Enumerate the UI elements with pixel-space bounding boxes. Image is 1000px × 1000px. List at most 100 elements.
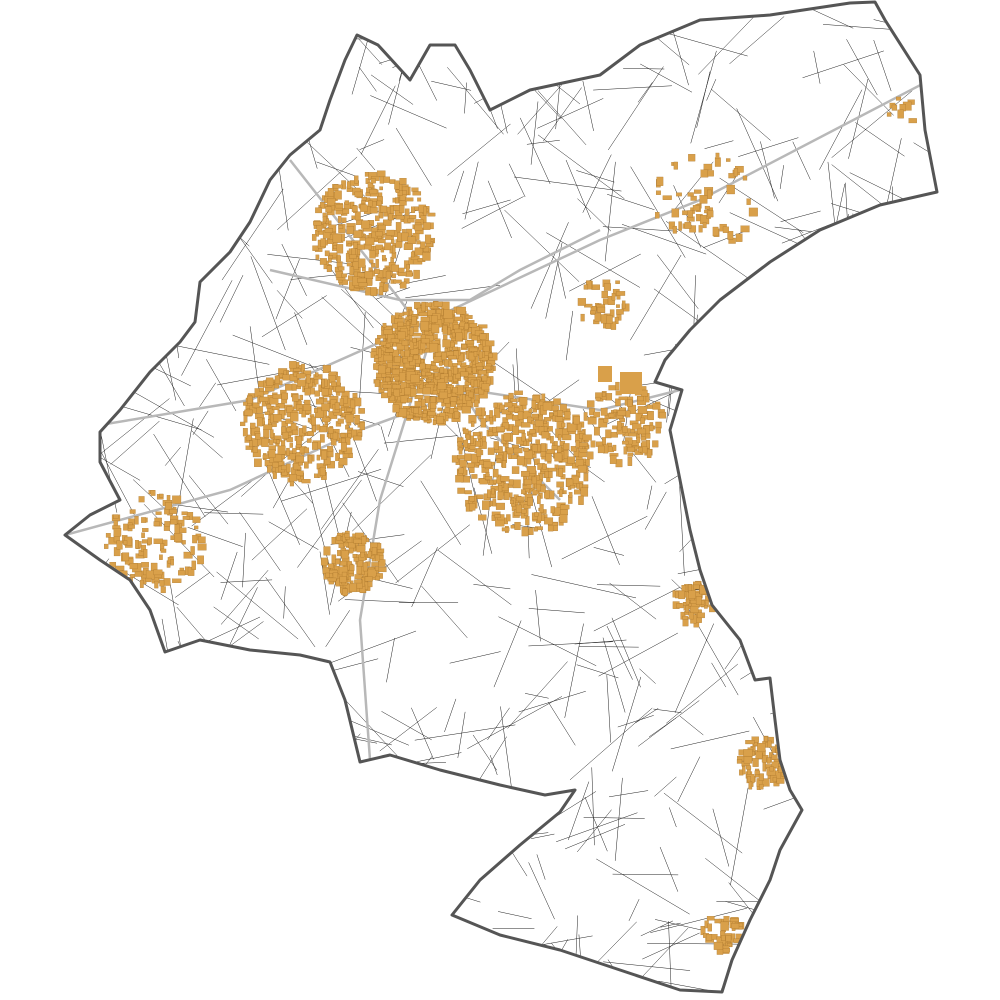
parcel-line xyxy=(487,180,512,239)
parcel-line xyxy=(893,361,906,430)
building xyxy=(562,434,572,441)
parcel-line xyxy=(349,802,371,829)
building xyxy=(249,440,253,448)
parcel-line xyxy=(528,862,555,920)
parcel-line xyxy=(437,549,512,606)
building xyxy=(407,218,415,223)
building xyxy=(495,502,505,510)
parcel-line xyxy=(836,880,929,928)
building xyxy=(412,332,422,337)
building xyxy=(341,550,349,560)
parcel-line xyxy=(111,22,160,30)
large-building xyxy=(620,372,642,394)
building xyxy=(491,488,495,495)
parcel-line xyxy=(508,163,526,198)
parcel-line xyxy=(866,537,903,639)
building xyxy=(154,580,159,589)
building xyxy=(707,189,712,199)
building xyxy=(164,521,171,527)
building xyxy=(252,446,258,453)
building xyxy=(255,433,261,440)
parcel-line xyxy=(646,485,653,510)
building xyxy=(609,455,617,464)
building xyxy=(508,453,512,459)
building xyxy=(286,447,290,456)
building xyxy=(192,534,198,544)
building xyxy=(358,408,365,414)
building xyxy=(476,494,484,500)
building xyxy=(394,356,401,363)
building xyxy=(688,590,696,599)
building xyxy=(197,555,204,565)
parcel-line xyxy=(628,899,640,922)
building xyxy=(618,396,628,401)
parcel-line xyxy=(241,27,256,43)
building xyxy=(343,542,349,547)
parcel-line xyxy=(283,723,333,817)
parcel-line xyxy=(556,812,638,843)
building xyxy=(129,509,136,514)
building xyxy=(483,365,492,370)
parcel-line xyxy=(65,892,91,955)
building xyxy=(574,489,581,495)
parcel-line xyxy=(380,426,389,451)
building xyxy=(450,341,455,348)
building xyxy=(560,504,570,510)
building xyxy=(493,408,501,418)
parcel-line xyxy=(751,276,757,313)
building xyxy=(510,398,518,402)
parcel-line xyxy=(251,508,308,561)
building xyxy=(301,479,311,484)
parcel-line xyxy=(325,846,366,849)
building xyxy=(478,514,487,521)
building xyxy=(747,776,751,783)
parcel-line xyxy=(493,620,522,688)
parcel-line xyxy=(122,826,146,831)
building xyxy=(772,776,777,782)
parcel-line xyxy=(409,822,434,850)
building xyxy=(534,458,540,465)
building xyxy=(543,417,552,422)
parcel-line xyxy=(342,502,399,583)
building xyxy=(547,467,557,472)
building xyxy=(519,397,528,406)
building xyxy=(240,421,246,427)
parcel-line xyxy=(787,411,822,418)
building xyxy=(197,543,207,551)
parcel-line xyxy=(128,629,146,688)
building xyxy=(720,921,729,931)
parcel-line xyxy=(481,36,501,53)
parcel-line xyxy=(294,312,308,345)
building xyxy=(469,503,476,511)
building xyxy=(113,514,119,519)
parcel-line xyxy=(313,851,405,912)
building xyxy=(349,254,357,259)
parcel-line xyxy=(749,314,765,332)
building xyxy=(336,254,341,263)
building xyxy=(394,180,400,190)
parcel-line xyxy=(110,77,136,109)
building xyxy=(364,576,373,582)
building xyxy=(456,306,466,315)
building xyxy=(159,554,163,560)
parcel-line xyxy=(543,48,555,85)
building xyxy=(416,240,421,245)
building xyxy=(748,207,758,217)
building xyxy=(290,422,297,431)
building xyxy=(483,461,492,468)
building xyxy=(556,481,564,488)
parcel-line xyxy=(67,740,133,795)
building xyxy=(438,361,443,366)
building xyxy=(276,439,280,444)
parcel-line xyxy=(900,939,925,946)
building xyxy=(764,736,768,742)
building xyxy=(324,250,330,257)
building xyxy=(383,219,392,226)
building xyxy=(537,512,542,522)
building xyxy=(350,399,356,409)
parcel-line xyxy=(117,247,140,249)
building xyxy=(417,197,422,202)
building xyxy=(336,376,341,386)
parcel-line xyxy=(120,50,151,100)
parcel-line xyxy=(716,334,751,340)
